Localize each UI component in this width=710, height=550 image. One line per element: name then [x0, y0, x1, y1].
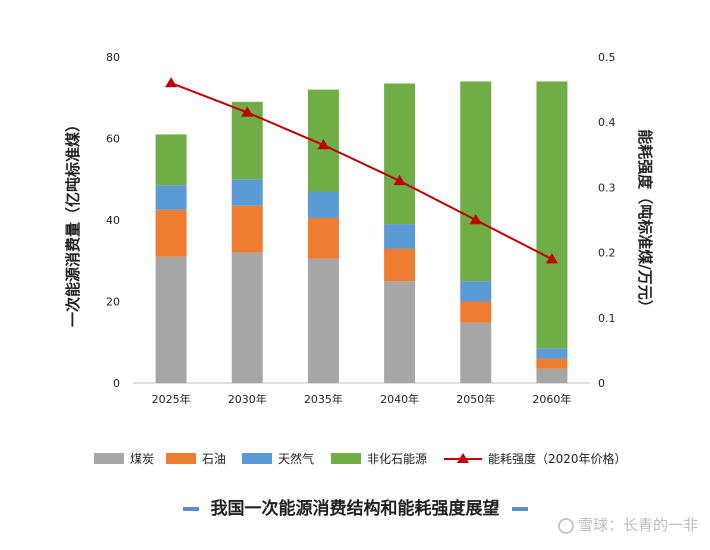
y-tick-label: 40 [106, 214, 120, 227]
y2-tick-label: 0.4 [598, 116, 616, 129]
x-tick-label: 2040年 [380, 392, 419, 406]
watermark-text: 雪球：长青的一非 [577, 516, 698, 534]
y-tick-label: 60 [106, 133, 120, 146]
intensity-marker [469, 214, 482, 225]
bar-segment [384, 248, 416, 282]
intensity-marker [317, 139, 330, 150]
bar-segment [231, 205, 263, 253]
x-tick-labels: 2025年 2030年 2035年 2040年 2050年 2060年 [152, 392, 572, 406]
bar-segment [536, 358, 568, 369]
axes-layer: 0 20 40 60 80 0 0.1 0.2 0.3 0.4 0.5 [106, 51, 616, 390]
legend-marker [457, 453, 469, 463]
bar-segment [231, 252, 263, 383]
legend: 煤炭 石油 天然气 非化石能源 能耗强度（2020年价格） [94, 451, 627, 466]
y2-tick-label: 0.2 [598, 247, 616, 260]
legend-swatch [242, 453, 272, 464]
bar-segment [155, 256, 187, 383]
intensity-line [170, 82, 553, 261]
snowball-logo-icon [557, 517, 574, 534]
legend-label: 煤炭 [130, 452, 154, 466]
intensity-marker [393, 174, 406, 186]
caption-dash-right [511, 507, 528, 511]
legend-swatch [94, 453, 124, 464]
legend-label: 能耗强度（2020年价格） [488, 451, 627, 466]
y2-axis-label: 能耗强度（吨标准煤/万元） [636, 129, 654, 314]
bar-segment [231, 179, 263, 206]
bar-segment [384, 281, 416, 383]
bar-segment [460, 81, 492, 282]
caption-dash-left [182, 507, 199, 511]
chart-caption: 我国一次能源消费结构和能耗强度展望 [0, 494, 710, 519]
y-tick-label: 0 [113, 377, 120, 390]
bar-segment [460, 301, 492, 323]
legend-swatch [166, 453, 196, 464]
bar-segment [307, 258, 339, 383]
y-axis-label: 一次能源消费量（亿吨标准煤） [64, 117, 82, 327]
x-tick-label: 2035年 [304, 392, 343, 406]
bar-segment [536, 368, 568, 383]
y-tick-label: 80 [106, 51, 120, 64]
y2-tick-label: 0.3 [598, 181, 616, 194]
x-tick-label: 2050年 [456, 392, 495, 406]
y2-tick-label: 0.5 [598, 51, 616, 64]
bar-segment [536, 348, 568, 359]
line-layer [165, 77, 558, 264]
intensity-marker [545, 253, 558, 264]
bar-segment [460, 322, 492, 383]
y2-tick-label: 0.1 [598, 312, 616, 325]
legend-label: 非化石能源 [367, 452, 427, 466]
bar-segment [307, 191, 339, 218]
bar-segment [155, 209, 187, 257]
intensity-marker [165, 77, 178, 88]
watermark: 雪球：长青的一非 [557, 514, 698, 535]
bar-segment [460, 281, 492, 302]
bar-segment [155, 185, 187, 210]
x-tick-label: 2025年 [152, 392, 191, 406]
legend-label: 石油 [202, 452, 226, 466]
x-tick-label: 2060年 [532, 392, 571, 406]
y-tick-label: 20 [106, 296, 120, 309]
caption-text: 我国一次能源消费结构和能耗强度展望 [210, 499, 500, 519]
bar-segment [384, 224, 416, 249]
y2-tick-label: 0 [598, 377, 605, 390]
bars-layer [155, 81, 568, 383]
bar-segment [307, 217, 339, 259]
x-tick-label: 2030年 [228, 392, 267, 406]
intensity-marker [241, 106, 254, 117]
legend-label: 天然气 [278, 451, 314, 466]
bar-segment [536, 81, 568, 349]
bar-segment [384, 83, 416, 225]
bar-segment [155, 134, 187, 186]
legend-swatch [331, 453, 361, 464]
